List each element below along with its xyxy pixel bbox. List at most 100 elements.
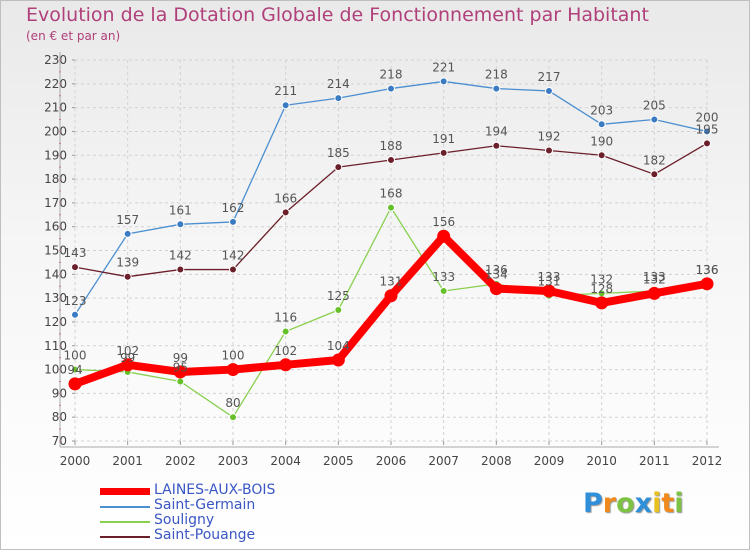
legend-swatch xyxy=(100,536,150,538)
data-label-saint-germain: 218 xyxy=(380,68,403,82)
data-label-saint-germain: 203 xyxy=(590,103,613,117)
point-laines-aux-bois xyxy=(437,229,451,243)
data-label-souligny: 136 xyxy=(696,263,719,277)
data-label-souligny: 168 xyxy=(380,187,403,201)
data-label-souligny: 133 xyxy=(643,270,666,284)
y-tick-label: 170 xyxy=(44,196,67,210)
y-tick-label: 200 xyxy=(44,124,67,138)
y-tick-label: 110 xyxy=(44,339,67,353)
legend-label: Saint-Pouange xyxy=(154,527,256,543)
data-label-saint-pouange: 143 xyxy=(64,246,87,260)
x-tick-label: 2006 xyxy=(376,454,407,468)
data-label-souligny: 133 xyxy=(432,270,455,284)
x-tick-label: 2000 xyxy=(60,454,91,468)
data-label-souligny: 136 xyxy=(485,263,508,277)
axes: 7080901001101201301401501601701801902002… xyxy=(44,52,722,468)
legend-swatch xyxy=(100,488,150,495)
point-saint-pouange xyxy=(176,265,185,274)
x-tick-label: 2001 xyxy=(112,454,143,468)
logo-letter: t xyxy=(661,488,675,519)
data-label-saint-pouange: 182 xyxy=(643,153,666,167)
data-label-laines-aux-bois: 94 xyxy=(67,363,82,377)
x-tick-label: 2002 xyxy=(165,454,196,468)
data-label-saint-pouange: 166 xyxy=(274,191,297,205)
x-tick-label: 2011 xyxy=(639,454,670,468)
data-label-saint-germain: 214 xyxy=(327,77,350,91)
x-tick-label: 2010 xyxy=(586,454,617,468)
point-laines-aux-bois xyxy=(173,365,187,379)
point-laines-aux-bois xyxy=(121,358,135,372)
point-saint-germain xyxy=(176,220,185,229)
data-label-laines-aux-bois: 132 xyxy=(643,272,666,286)
y-tick-label: 220 xyxy=(44,77,67,91)
point-saint-pouange xyxy=(703,139,711,148)
y-tick-label: 120 xyxy=(44,315,67,329)
x-tick-label: 2007 xyxy=(428,454,459,468)
data-label-laines-aux-bois: 104 xyxy=(327,339,350,353)
point-laines-aux-bois xyxy=(331,353,345,367)
data-label-souligny: 100 xyxy=(64,349,87,363)
data-label-laines-aux-bois: 131 xyxy=(380,275,403,289)
point-laines-aux-bois xyxy=(384,289,398,303)
legend-label: Saint-Germain xyxy=(154,497,256,513)
data-label-souligny: 116 xyxy=(274,310,297,324)
legend-swatch xyxy=(100,506,150,508)
legend-swatch xyxy=(100,521,150,523)
point-souligny xyxy=(176,377,185,386)
x-tick-label: 2003 xyxy=(218,454,249,468)
data-label-saint-germain: 221 xyxy=(432,60,455,74)
data-label-saint-pouange: 142 xyxy=(169,249,192,263)
logo-letter: i xyxy=(674,488,684,519)
point-saint-pouange xyxy=(71,263,79,272)
y-tick-label: 140 xyxy=(44,267,67,281)
point-saint-pouange xyxy=(387,156,395,165)
point-saint-pouange xyxy=(123,272,132,281)
data-label-laines-aux-bois: 136 xyxy=(696,263,719,277)
point-saint-germain xyxy=(439,77,448,86)
x-tick-label: 2004 xyxy=(270,454,301,468)
data-label-laines-aux-bois: 128 xyxy=(590,282,613,296)
point-saint-pouange xyxy=(229,265,237,274)
point-souligny xyxy=(439,286,448,295)
point-saint-pouange xyxy=(597,151,606,160)
point-souligny xyxy=(387,203,395,212)
series-group xyxy=(68,77,714,422)
data-label-laines-aux-bois: 133 xyxy=(538,270,561,284)
point-saint-germain xyxy=(123,229,132,238)
logo-letter: r xyxy=(602,488,617,519)
point-laines-aux-bois xyxy=(595,296,609,310)
data-label-saint-germain: 218 xyxy=(485,68,508,82)
data-label-saint-germain: 162 xyxy=(222,201,245,215)
data-label-souligny: 131 xyxy=(538,275,561,289)
data-label-saint-pouange: 185 xyxy=(327,146,350,160)
x-tick-label: 2008 xyxy=(481,454,512,468)
data-label-saint-pouange: 142 xyxy=(222,249,245,263)
point-souligny xyxy=(71,365,79,374)
point-laines-aux-bois xyxy=(489,282,503,296)
data-label-saint-germain: 211 xyxy=(274,84,297,98)
chart-subtitle: (en € et par an) xyxy=(26,29,121,43)
y-tick-label: 190 xyxy=(44,148,67,162)
y-tick-label: 130 xyxy=(44,291,67,305)
chart-title: Evolution de la Dotation Globale de Fonc… xyxy=(26,4,649,26)
x-tick-label: 2005 xyxy=(323,454,354,468)
legend-label: Souligny xyxy=(154,512,215,528)
data-label-saint-pouange: 194 xyxy=(485,125,508,139)
logo-letter: o xyxy=(616,488,635,519)
y-tick-label: 180 xyxy=(44,172,67,186)
point-saint-pouange xyxy=(334,163,343,172)
y-tick-label: 210 xyxy=(44,101,67,115)
y-tick-label: 100 xyxy=(44,363,67,377)
point-saint-germain xyxy=(492,84,501,93)
point-saint-germain xyxy=(71,310,79,319)
point-laines-aux-bois xyxy=(279,358,293,372)
data-label-saint-pouange: 191 xyxy=(432,132,455,146)
data-label-laines-aux-bois: 99 xyxy=(173,351,188,365)
data-label-laines-aux-bois: 102 xyxy=(116,344,139,358)
point-saint-pouange xyxy=(281,208,290,217)
point-saint-pouange xyxy=(650,170,659,179)
y-tick-label: 150 xyxy=(44,244,67,258)
data-label-laines-aux-bois: 134 xyxy=(485,268,508,282)
data-label-laines-aux-bois: 156 xyxy=(432,215,455,229)
